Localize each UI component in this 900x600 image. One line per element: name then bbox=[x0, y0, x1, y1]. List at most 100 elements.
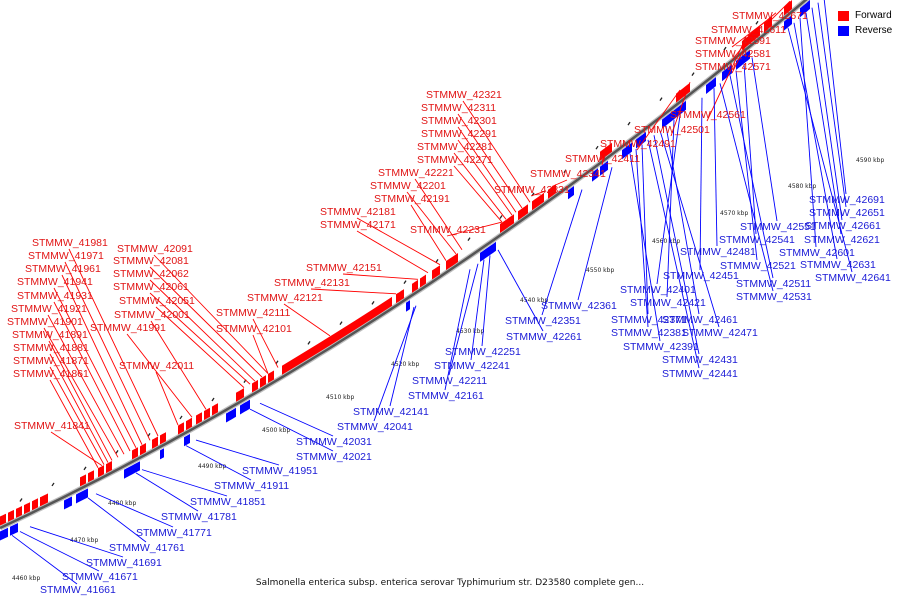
forward-gene-label: STMMW_42062 bbox=[113, 268, 189, 280]
forward-gene bbox=[24, 502, 30, 515]
leader-line bbox=[141, 469, 228, 497]
reverse-gene-label: STMMW_42351 bbox=[505, 315, 581, 327]
forward-gene-label: STMMW_41871 bbox=[13, 355, 89, 367]
reverse-gene bbox=[592, 168, 598, 182]
forward-gene-label: STMMW_42081 bbox=[113, 255, 189, 267]
leader-line bbox=[49, 366, 105, 465]
leader-line bbox=[629, 153, 661, 342]
reverse-gene-label: STMMW_41691 bbox=[86, 557, 162, 569]
axis-tick-mark bbox=[115, 450, 119, 454]
forward-gene-label: STMMW_41861 bbox=[13, 368, 89, 380]
forward-gene bbox=[236, 388, 244, 402]
axis-tick-mark bbox=[691, 72, 695, 76]
reverse-gene bbox=[240, 399, 250, 415]
backbone-line bbox=[0, 0, 808, 530]
axis-tick-mark bbox=[403, 280, 407, 284]
axis-tick-mark bbox=[563, 169, 567, 174]
leader-line bbox=[453, 165, 503, 223]
reverse-gene-label: STMMW_41771 bbox=[136, 527, 212, 539]
leader-line bbox=[817, 2, 847, 208]
forward-gene bbox=[252, 379, 258, 393]
forward-gene-label: STMMW_41891 bbox=[12, 329, 88, 341]
reverse-gene-label: STMMW_42031 bbox=[296, 436, 372, 448]
reverse-gene bbox=[406, 300, 410, 312]
leader-line bbox=[653, 135, 700, 355]
leader-line bbox=[751, 57, 778, 222]
leader-line bbox=[356, 230, 429, 274]
leader-line bbox=[462, 100, 531, 203]
forward-gene-label: STMMW_42101 bbox=[216, 323, 292, 335]
axis-tick-label: 4510 kbp bbox=[326, 394, 354, 401]
reverse-gene-label: STMMW_42141 bbox=[353, 406, 429, 418]
reverse-gene bbox=[722, 64, 732, 82]
leader-line bbox=[470, 259, 485, 361]
leader-line bbox=[49, 379, 99, 468]
leader-line bbox=[53, 301, 131, 452]
leader-line bbox=[731, 27, 759, 61]
reverse-gene bbox=[226, 407, 236, 423]
leader-line bbox=[414, 178, 463, 251]
reverse-gene-label: STMMW_42511 bbox=[736, 278, 811, 290]
forward-gene bbox=[32, 498, 38, 511]
leader-line bbox=[444, 269, 471, 391]
forward-gene bbox=[212, 403, 218, 416]
forward-gene-label: STMMW_42561 bbox=[670, 109, 746, 121]
forward-gene-label: STMMW_42011 bbox=[119, 360, 194, 372]
leader-line bbox=[719, 83, 774, 292]
reverse-gene bbox=[184, 433, 190, 447]
leader-line bbox=[805, 12, 842, 235]
leader-line bbox=[47, 314, 125, 455]
forward-gene bbox=[548, 184, 556, 199]
axis-tick-label: 4550 kbp bbox=[586, 267, 614, 274]
leader-line bbox=[61, 274, 143, 445]
reverse-gene-label: STMMW_42441 bbox=[662, 368, 738, 380]
forward-gene-label: STMMW_42501 bbox=[634, 124, 710, 136]
forward-gene-label: STMMW_41961 bbox=[25, 263, 101, 275]
forward-gene-label: STMMW_41941 bbox=[17, 276, 93, 288]
reverse-gene-label: STMMW_42161 bbox=[408, 390, 484, 402]
leader-line bbox=[635, 149, 649, 328]
forward-gene-label: STMMW_42151 bbox=[306, 262, 382, 274]
reverse-gene bbox=[706, 77, 716, 94]
forward-gene bbox=[178, 422, 184, 435]
axis-tick-mark bbox=[467, 237, 471, 242]
leader-line bbox=[647, 139, 700, 369]
reverse-gene-label: STMMW_42041 bbox=[337, 421, 413, 433]
axis-tick-label: 4540 kbp bbox=[520, 297, 548, 304]
axis-tick-mark bbox=[435, 258, 439, 263]
axis-tick-mark bbox=[659, 97, 663, 101]
reverse-gene-label: STMMW_42241 bbox=[434, 360, 510, 372]
forward-gene-label: STMMW_42311 bbox=[421, 102, 496, 114]
leader-line bbox=[29, 526, 124, 558]
forward-gene-label: STMMW_41881 bbox=[13, 342, 89, 354]
leader-line bbox=[252, 318, 279, 368]
forward-gene-label: STMMW_41981 bbox=[32, 237, 108, 249]
leader-line bbox=[731, 20, 767, 48]
legend-reverse: Reverse bbox=[838, 23, 892, 38]
leader-line bbox=[149, 279, 256, 382]
reverse-gene-label: STMMW_42401 bbox=[620, 284, 696, 296]
forward-gene bbox=[500, 214, 514, 233]
forward-gene-label: STMMW_42091 bbox=[117, 243, 193, 255]
leader-line bbox=[389, 306, 415, 407]
forward-gene-label: STMMW_42671 bbox=[732, 10, 808, 22]
leader-line bbox=[53, 287, 137, 449]
forward-gene-label: STMMW_42411 bbox=[565, 153, 640, 165]
forward-gene-label: STMMW_42591 bbox=[695, 35, 771, 47]
reverse-gene bbox=[622, 142, 632, 160]
leader-line bbox=[799, 17, 817, 248]
reverse-gene-label: STMMW_42371 bbox=[611, 314, 687, 326]
axis-tick-label: 4520 kbp bbox=[391, 361, 419, 368]
forward-gene-label: STMMW_42231 bbox=[410, 224, 486, 236]
axis-tick-mark bbox=[371, 300, 375, 305]
leader-line bbox=[457, 139, 513, 216]
forward-gene-label: STMMW_42201 bbox=[370, 180, 446, 192]
axis-tick-label: 4480 kbp bbox=[108, 500, 136, 507]
leader-line bbox=[787, 27, 853, 273]
forward-gene bbox=[106, 461, 112, 474]
forward-gene-label: STMMW_42291 bbox=[421, 128, 497, 140]
reverse-gene bbox=[800, 0, 810, 18]
axis-tick-mark bbox=[211, 397, 215, 402]
forward-gene bbox=[676, 82, 690, 103]
